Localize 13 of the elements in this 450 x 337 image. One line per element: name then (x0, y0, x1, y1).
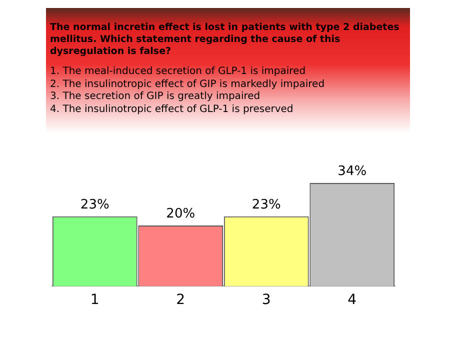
x-tick-label: 4 (348, 292, 357, 308)
x-tick-label: 3 (262, 292, 271, 308)
x-tick-label: 2 (176, 292, 186, 308)
x-tick-label: 1 (90, 292, 100, 308)
text: 3. The secretion of GIP is greatly impaired (50, 91, 262, 104)
data-label: 23% (252, 197, 281, 212)
data-label: 23% (80, 197, 110, 212)
text: 2. The insulinotropic effect of GIP is markedly impaired (50, 78, 326, 91)
chart-title: The normal incretin effect is lost in patients with type 2 diabetes mellitus. Which statement regarding the cause of this dysregulation is false? (50, 22, 400, 58)
text: 1. The meal-induced secretion of GLP-1 is impaired (50, 66, 307, 78)
text: 4. The insulinotropic effect of GLP-1 is preserved (50, 104, 294, 116)
data-label: 34% (338, 164, 367, 179)
data-label: 20% (166, 206, 196, 222)
